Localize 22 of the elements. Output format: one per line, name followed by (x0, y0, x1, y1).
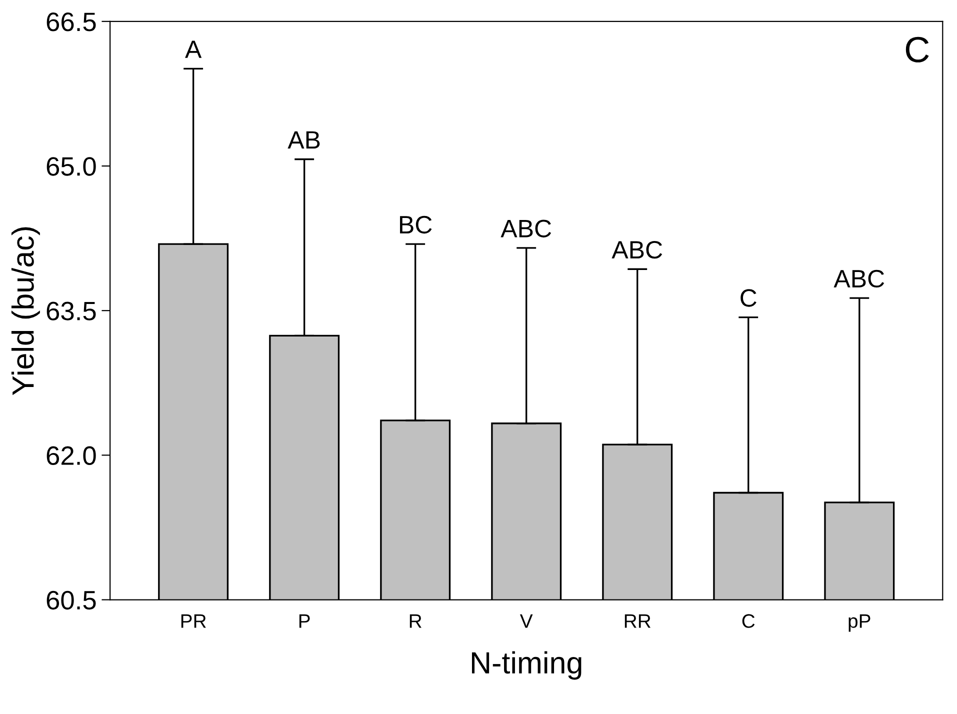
y-tick-label: 63.5 (46, 302, 96, 320)
x-tick-label: V (520, 614, 533, 628)
y-tick-label: 66.5 (46, 12, 96, 32)
y-tick-label: 62.0 (46, 446, 96, 465)
x-tick-label: R (410, 614, 422, 628)
annotation: BC (400, 216, 432, 234)
annotation: ABC (500, 220, 552, 238)
x-tick-label: P (299, 614, 310, 628)
y-tick-label: 65.0 (46, 157, 96, 176)
x-tick-label: pP (848, 614, 870, 632)
x-tick-label: PR (181, 614, 206, 628)
annotation: AB (288, 131, 320, 149)
annotation: C (740, 289, 756, 307)
y-tick-label: 60.5 (46, 590, 96, 610)
annotation: C (906, 36, 929, 62)
x-axis-title: N-timing (472, 651, 582, 680)
y-axis-title: Yield (bu/ac) (11, 227, 40, 396)
annotation: A (185, 40, 202, 58)
x-tick-label: RR (624, 614, 650, 628)
annotation: ABC (834, 270, 884, 288)
annotation: ABC (612, 240, 662, 259)
x-tick-label: C (742, 614, 755, 628)
